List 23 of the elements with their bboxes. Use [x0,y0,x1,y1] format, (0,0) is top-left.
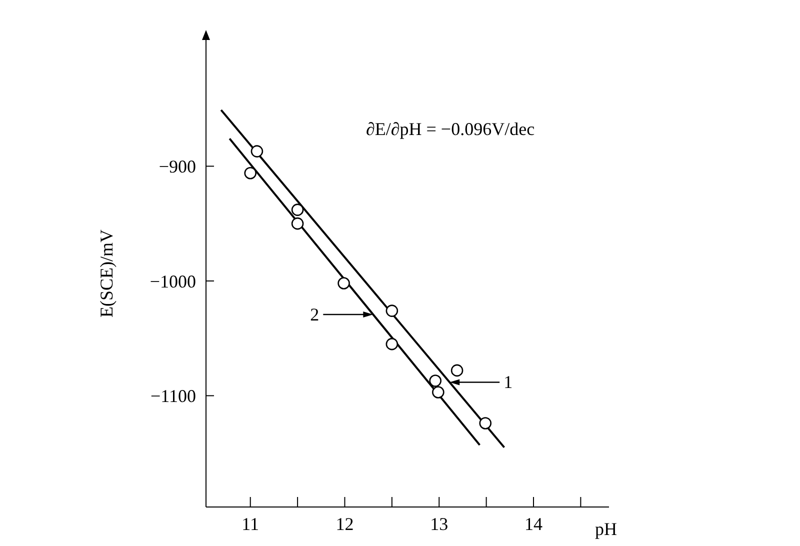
x-tick-label: 11 [242,514,260,534]
annotation: ∂E/∂pH = −0.096V/dec [366,119,535,139]
x-tick-label: 12 [336,514,354,534]
x-axis-title: pH [595,519,617,539]
point [386,338,398,350]
x-tick-label: 14 [524,514,542,534]
y-axis-title: E(SCE)/mV [96,230,116,318]
point [479,417,492,430]
point [429,374,442,387]
point [450,364,464,377]
point [432,386,444,398]
point [386,304,398,317]
y-tick-label: −1100 [150,386,196,406]
x-tick-label: 13 [430,514,448,534]
point [244,166,257,180]
point [338,277,350,290]
point [250,145,264,158]
point [291,204,304,216]
annotation: 2 [310,304,320,325]
y-tick-label: −900 [158,156,196,177]
annotation: 1 [504,372,513,392]
point [291,217,304,230]
y-tick-label: −1000 [150,271,196,292]
